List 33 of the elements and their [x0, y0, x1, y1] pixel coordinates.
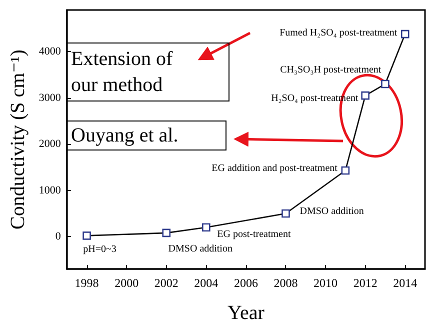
annotation: Ouyang et al.	[71, 124, 178, 146]
annotation: Extension of our method	[71, 48, 173, 96]
point	[361, 91, 370, 100]
x-tick-label: 2008	[274, 276, 298, 290]
x-tick-label: 2004	[194, 276, 218, 290]
x-tick-label: 2010	[314, 276, 338, 290]
x-axis-title: Year	[228, 302, 265, 324]
point	[282, 209, 290, 218]
x-tick-label: 2012	[353, 276, 378, 290]
x-tick-label: 1998	[74, 276, 99, 290]
y-tick-label: 1000	[38, 184, 62, 196]
point	[82, 232, 91, 240]
y-tick-label: 4000	[38, 46, 62, 58]
annotation: DMSO addition	[168, 243, 232, 254]
y-axis-title: Conductivity (S cm⁻¹)	[7, 50, 29, 230]
y-tick-label: 3000	[38, 92, 62, 104]
point	[381, 80, 390, 88]
point	[341, 166, 350, 175]
annotation: EG addition and post-treatment	[212, 162, 338, 174]
x-tick-label: 2000	[114, 276, 139, 290]
point	[162, 228, 171, 238]
y-tick-label: 0	[55, 230, 62, 243]
x-tick-label: 2002	[154, 276, 178, 290]
x-tick-label: 2014	[393, 276, 418, 290]
annotation: CH₃SO₃H post-treatment	[280, 64, 382, 76]
point	[400, 30, 410, 38]
x-tick-label: 2006	[234, 276, 258, 290]
annotation: DMSO addition	[300, 206, 364, 217]
point	[202, 223, 210, 232]
y-tick-label: 2000	[38, 138, 62, 150]
annotation: pH=0~3	[83, 244, 116, 256]
annotation: EG post-treatment	[217, 228, 291, 240]
annotation: Fumed H₂SO₄ post-treatment	[280, 28, 398, 39]
